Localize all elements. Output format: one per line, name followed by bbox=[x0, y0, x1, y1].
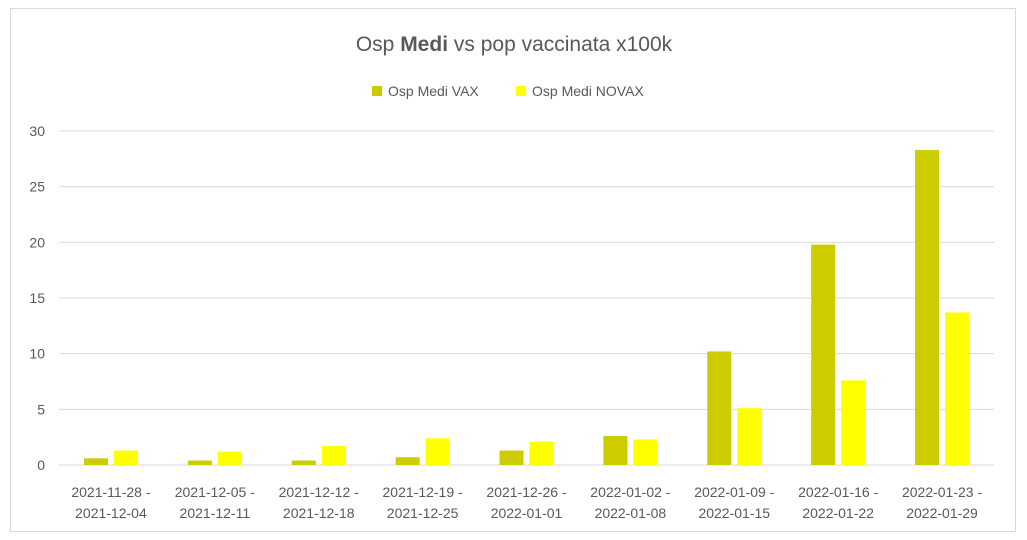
y-tick-label: 25 bbox=[29, 179, 45, 195]
x-tick-label: 2021-12-19 -2021-12-25 bbox=[383, 484, 464, 521]
bar-novax bbox=[113, 450, 138, 465]
x-tick-label: 2022-01-16 -2022-01-22 bbox=[798, 484, 879, 521]
bar-novax bbox=[425, 438, 450, 465]
x-tick-label: 2021-12-12 -2021-12-18 bbox=[279, 484, 360, 521]
y-tick-label: 5 bbox=[37, 401, 45, 417]
legend: Osp Medi VAX Osp Medi NOVAX bbox=[372, 83, 644, 99]
x-tick-label: 2021-12-05 -2021-12-11 bbox=[175, 484, 256, 521]
x-tick-label: 2021-11-28 -2021-12-04 bbox=[71, 484, 150, 521]
bar-novax bbox=[321, 446, 346, 465]
bar-novax bbox=[217, 451, 242, 465]
legend-label-novax: Osp Medi NOVAX bbox=[532, 83, 644, 99]
bar-vax bbox=[83, 458, 108, 465]
legend-swatch-novax bbox=[516, 86, 526, 96]
chart-title-suffix: vs pop vaccinata x100k bbox=[454, 33, 673, 56]
bar-vax bbox=[603, 436, 628, 465]
y-tick-label: 15 bbox=[29, 290, 45, 306]
x-tick-label: 2022-01-23 -2022-01-29 bbox=[902, 484, 983, 521]
y-tick-label: 0 bbox=[37, 457, 45, 473]
bar-vax bbox=[707, 351, 732, 465]
bar-novax bbox=[529, 441, 554, 465]
x-tick-label: 2022-01-02 -2022-01-08 bbox=[590, 484, 671, 521]
bar-novax bbox=[841, 380, 866, 465]
bar-novax bbox=[945, 312, 970, 465]
bars bbox=[83, 149, 970, 465]
bar-vax bbox=[291, 460, 316, 465]
bar-vax bbox=[395, 457, 420, 465]
y-tick-label: 10 bbox=[29, 346, 45, 362]
legend-label-vax: Osp Medi VAX bbox=[388, 83, 479, 99]
y-tick-label: 30 bbox=[29, 123, 45, 139]
x-tick-label: 2022-01-09 -2022-01-15 bbox=[694, 484, 775, 521]
x-tick-label: 2021-12-26 -2022-01-01 bbox=[486, 484, 567, 521]
chart-frame: Osp Medi vs pop vaccinata x100k Osp Medi… bbox=[10, 8, 1016, 532]
bar-vax bbox=[187, 460, 212, 465]
y-tick-label: 20 bbox=[29, 234, 45, 250]
bar-chart: Osp Medi vs pop vaccinata x100k Osp Medi… bbox=[29, 33, 994, 521]
chart-title-prefix: Osp bbox=[356, 33, 400, 56]
bar-novax bbox=[737, 408, 762, 465]
chart-title: Osp Medi vs pop vaccinata x100k bbox=[356, 33, 673, 56]
x-axis-ticks: 2021-11-28 -2021-12-04 2021-12-05 -2021-1… bbox=[71, 484, 982, 521]
bar-vax bbox=[811, 244, 836, 465]
legend-swatch-vax bbox=[372, 86, 382, 96]
bar-novax bbox=[633, 439, 658, 465]
bar-vax bbox=[915, 149, 940, 465]
gridlines bbox=[59, 130, 994, 466]
y-axis-ticks: 0 5 10 15 20 25 30 bbox=[29, 123, 45, 473]
chart-title-bold: Medi bbox=[400, 33, 448, 56]
bar-vax bbox=[499, 450, 524, 465]
